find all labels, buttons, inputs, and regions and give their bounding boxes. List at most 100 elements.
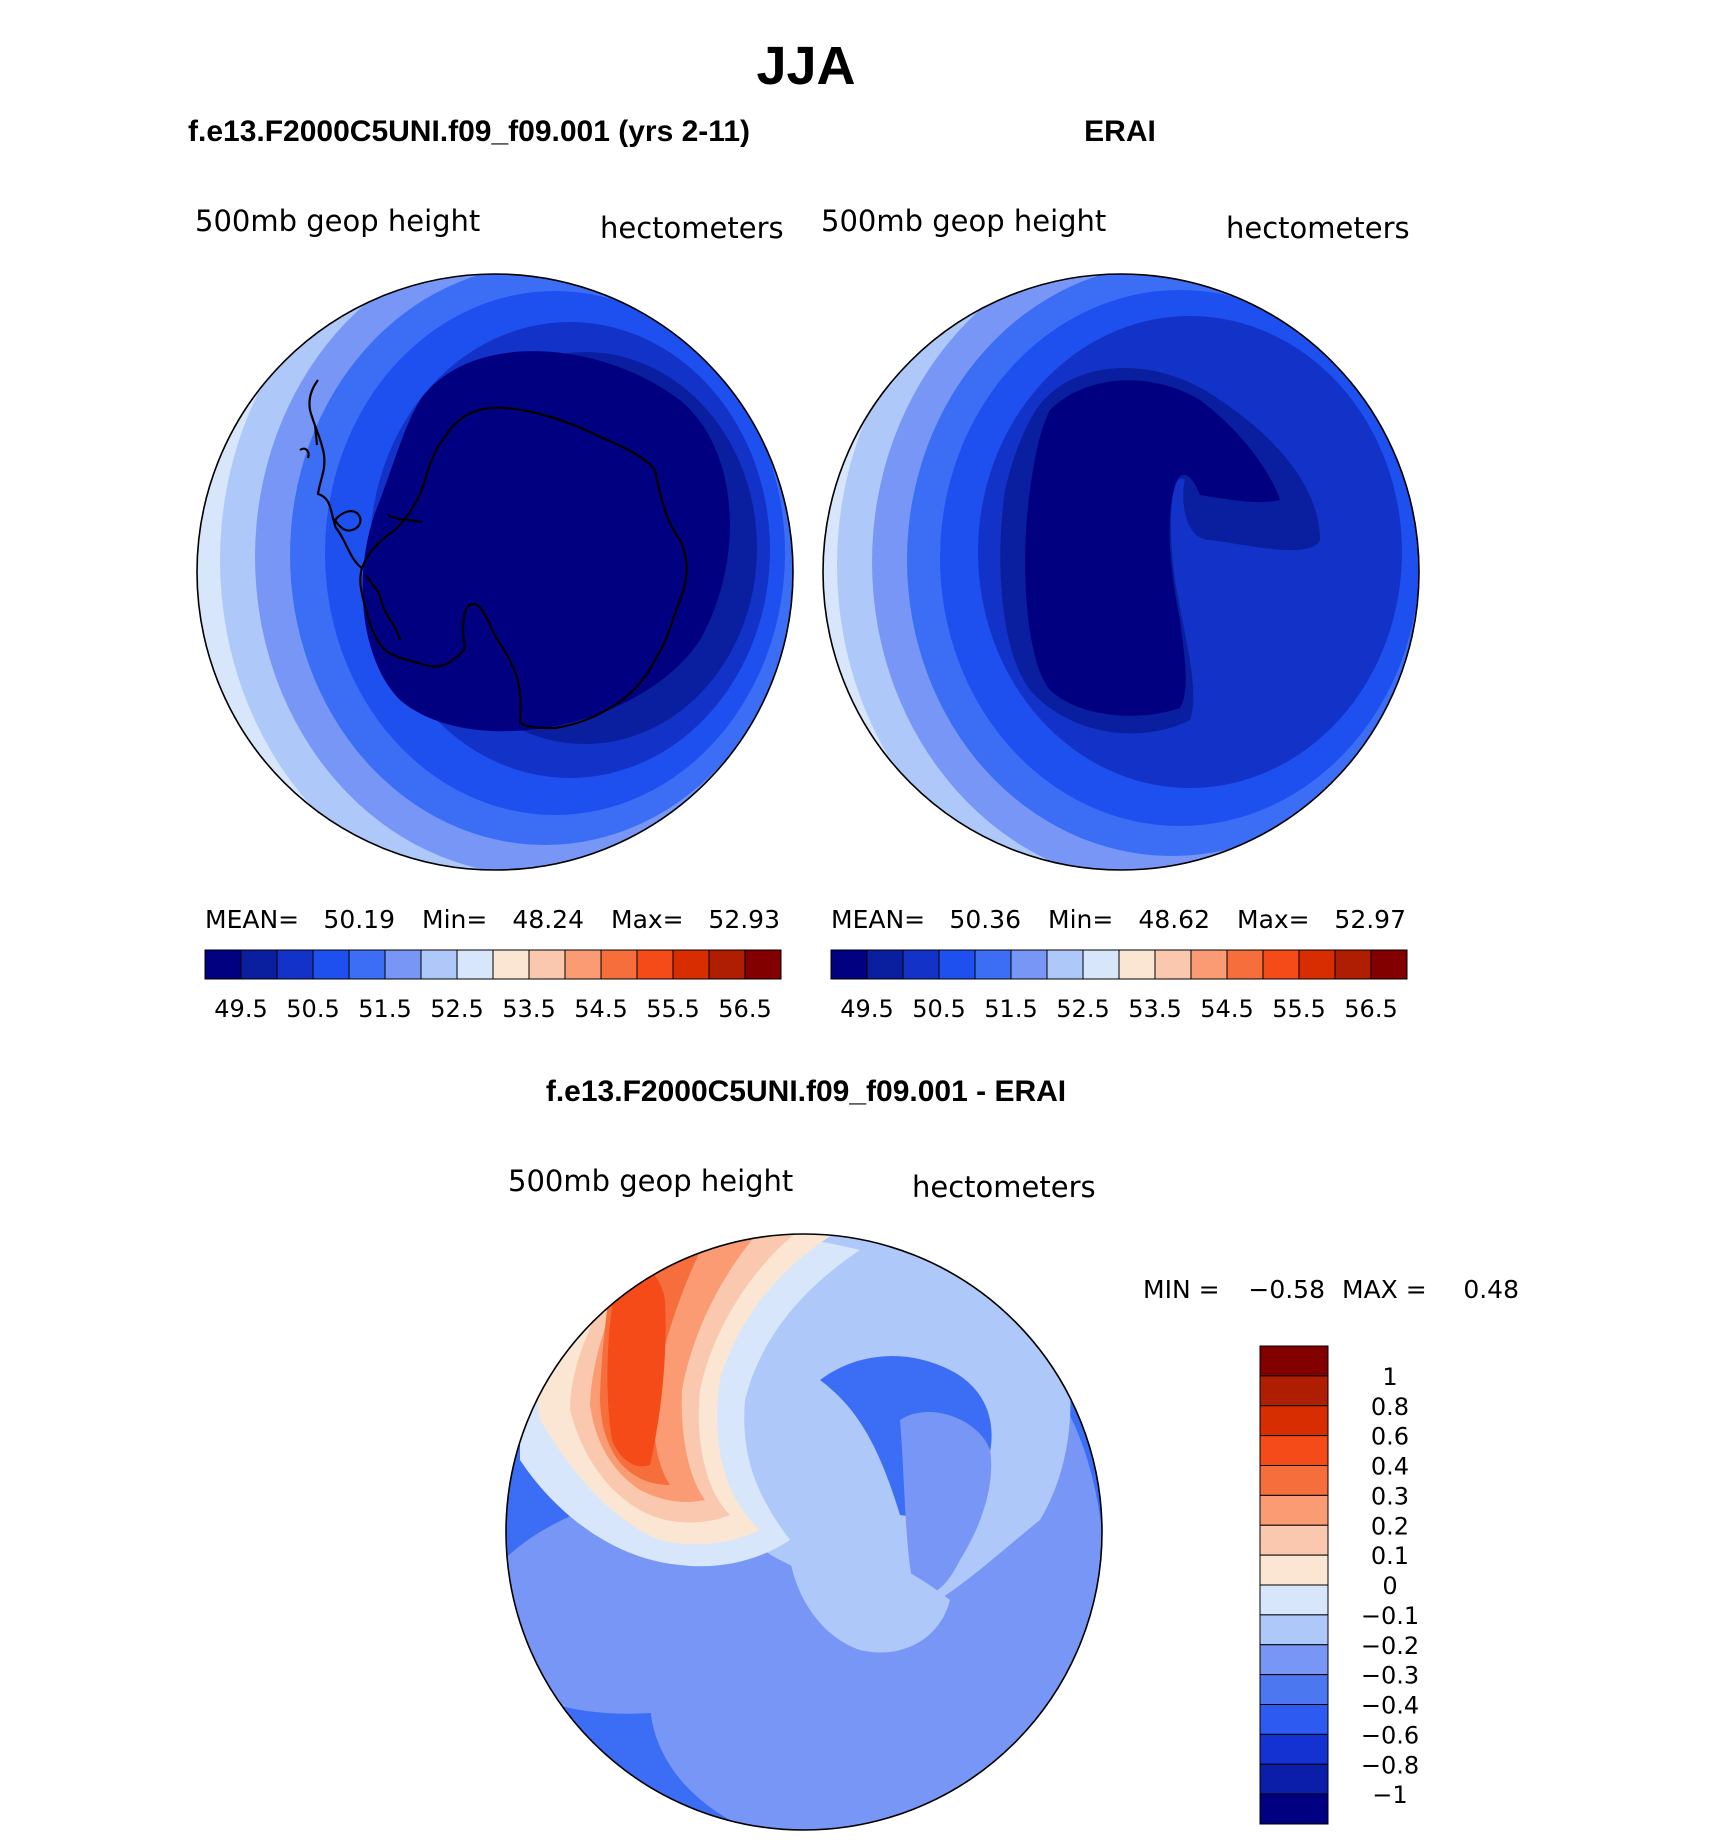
panel-obs-mean-label: MEAN= [831,905,925,934]
panel-diff: f.e13.F2000C5UNI.f09_f09.001 - ERAI 500m… [505,1075,1519,1831]
panel-model-left-label: 500mb geop height [195,204,480,238]
panel-diff-colorbar-box [1259,1524,1329,1556]
panel-diff-map-border [505,1233,1103,1831]
panel-obs-colorbar-box [1370,949,1408,980]
panel-obs-left-label: 500mb geop height [821,204,1106,238]
panel-obs-colorbar-box [1298,949,1336,980]
panel-model-mean-value: 50.19 [323,905,395,934]
panel-diff-colorbar-tick-label: 0 [1382,1572,1397,1600]
panel-obs-colorbar [830,949,1408,980]
panel-obs-mean-value: 50.36 [949,905,1021,934]
panel-diff-max-value: 0.48 [1463,1275,1519,1304]
panel-model-colorbar-tick-label: 50.5 [286,995,339,1023]
panel-obs-colorbar-box [1190,949,1228,980]
panel-model-subtitle: f.e13.F2000C5UNI.f09_f09.001 (yrs 2-11) [188,115,750,148]
panel-diff-colorbar-tick-label: −1 [1372,1781,1407,1809]
panel-diff-colorbar-tick-label: −0.1 [1361,1602,1419,1630]
panel-diff-left-label: 500mb geop height [508,1164,793,1198]
panel-model-colorbar-tick-label: 51.5 [358,995,411,1023]
panel-obs-stats: MEAN= 50.36 Min= 48.62 Max= 52.97 [831,905,1406,934]
panel-obs-colorbar-box [974,949,1012,980]
panel-model-min-label: Min= [422,905,487,934]
panel-diff-colorbar-box [1259,1644,1329,1676]
panel-model-colorbar-box [492,949,530,980]
panel-obs-colorbar-tick-label: 50.5 [912,995,965,1023]
panel-diff-subtitle: f.e13.F2000C5UNI.f09_f09.001 - ERAI [546,1075,1066,1108]
panel-obs-colorbar-box [938,949,976,980]
panel-diff-colorbar-tick-label: −0.3 [1361,1662,1419,1690]
panel-diff-colorbar-tick-label: 0.1 [1371,1542,1409,1570]
panel-obs-colorbar-ticks: 49.5 50.5 51.5 52.5 53.5 54.5 55.5 56.5 [840,995,1397,1023]
panel-model-right-label: hectometers [600,211,784,245]
panel-diff-colorbar-ticks: 10.80.60.40.30.20.10−0.1−0.2−0.3−0.4−0.6… [1361,1363,1419,1809]
panel-model-colorbar-tick-label: 55.5 [646,995,699,1023]
panel-diff-colorbar-box [1259,1345,1329,1377]
panel-diff-right-label: hectometers [912,1170,1096,1204]
panel-obs-colorbar-box [1118,949,1156,980]
panel-obs-colorbar-box [830,949,868,980]
panel-diff-min-label: MIN = [1143,1275,1220,1304]
panel-model-colorbar-box [204,949,242,980]
panel-diff-colorbar-box [1259,1465,1329,1496]
panel-model-colorbar-tick-label: 54.5 [574,995,627,1023]
panel-obs-colorbar-box [1262,949,1300,980]
panel-model-colorbar-tick-label: 53.5 [502,995,555,1023]
panel-obs-colorbar-tick-label: 54.5 [1200,995,1253,1023]
panel-diff-colorbar-box [1259,1494,1329,1526]
panel-obs-colorbar-tick-label: 49.5 [840,995,893,1023]
panel-model-colorbar-box [312,949,350,980]
panel-obs-colorbar-tick-label: 52.5 [1056,995,1109,1023]
panel-model-colorbar-tick-label: 49.5 [214,995,267,1023]
panel-obs-colorbar-box [1334,949,1372,980]
panel-model-colorbar-box [240,949,278,980]
panel-obs-colorbar-box [902,949,940,980]
panel-diff-colorbar-box [1259,1584,1329,1616]
panel-obs-colorbar-box [1010,949,1048,980]
panel-diff-colorbar-tick-label: 0.2 [1371,1512,1409,1540]
panel-diff-colorbar-box [1259,1763,1329,1795]
panel-diff-colorbar-box [1259,1405,1329,1437]
panel-model-colorbar-tick-label: 56.5 [718,995,771,1023]
figure-title: JJA [756,36,855,96]
panel-diff-colorbar-box [1259,1375,1329,1407]
panel-model-colorbar-box [672,949,710,980]
panel-model-colorbar-box [600,949,638,980]
panel-diff-colorbar-tick-label: 0.4 [1371,1453,1409,1481]
panel-diff-colorbar-box [1259,1793,1329,1825]
panel-model-antarctica-outline [299,379,688,730]
panel-model-colorbar-box [528,949,566,980]
panel-model-max-label: Max= [611,905,684,934]
panel-model-map-border [196,273,794,871]
panel-diff-colorbar-box [1259,1704,1329,1735]
panel-diff-colorbar-tick-label: 0.6 [1371,1423,1409,1451]
panel-model-colorbar-box [348,949,386,980]
panel-model-map [197,274,793,870]
panel-model-colorbar-box [456,949,494,980]
panel-model-colorbar-box [744,949,782,980]
panel-model-colorbar-box [564,949,602,980]
panel-obs-colorbar-tick-label: 53.5 [1128,995,1181,1023]
panel-model-stats: MEAN= 50.19 Min= 48.24 Max= 52.93 [205,905,780,934]
panel-diff-colorbar-box [1259,1554,1329,1586]
panel-obs-colorbar-box [1082,949,1120,980]
panel-diff-map [506,1234,1102,1830]
panel-model: f.e13.F2000C5UNI.f09_f09.001 (yrs 2-11) … [188,115,794,1023]
panel-diff-colorbar-tick-label: −0.2 [1361,1632,1419,1660]
panel-obs-colorbar-tick-label: 56.5 [1344,995,1397,1023]
panel-obs-colorbar-box [1046,949,1084,980]
panel-diff-colorbar-box [1259,1614,1329,1646]
panel-model-colorbar-box [636,949,674,980]
panel-diff-colorbar-tick-label: −0.4 [1361,1692,1419,1720]
panel-model-colorbar-box [384,949,422,980]
panel-obs-subtitle: ERAI [1084,115,1156,148]
panel-model-colorbar-tick-label: 52.5 [430,995,483,1023]
panel-obs-map-border [822,273,1420,871]
panel-obs-min-value: 48.62 [1138,905,1210,934]
panel-diff-colorbar-tick-label: 0.3 [1371,1482,1409,1510]
panel-diff-colorbar-box [1259,1733,1329,1765]
panel-obs-colorbar-box [866,949,904,980]
panel-diff-colorbar-tick-label: 0.8 [1371,1393,1409,1421]
panel-diff-colorbar-box [1259,1435,1329,1466]
panel-obs-right-label: hectometers [1226,211,1410,245]
panel-model-colorbar-box [276,949,314,980]
